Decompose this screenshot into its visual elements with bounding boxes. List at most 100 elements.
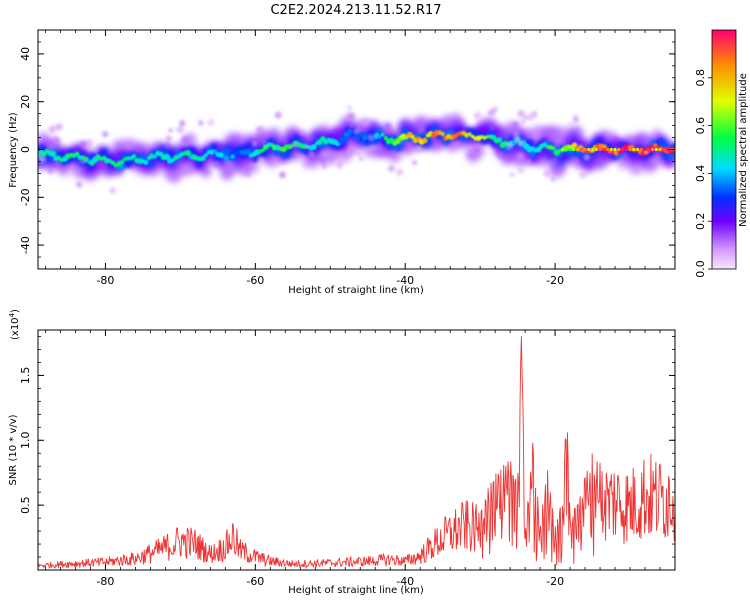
heatmap-speckle — [414, 145, 423, 153]
colorbar-label: Normalized spectral amplitude — [738, 73, 749, 227]
heatmap-speckle — [55, 123, 63, 131]
heatmap-speckle — [358, 156, 364, 162]
heatmap-speckle — [583, 153, 591, 161]
heatmap-speckle — [256, 126, 264, 134]
heatmap-speckle — [412, 160, 418, 166]
heatmap-speckle — [214, 161, 220, 167]
spectrogram-y-axis: -40 -20 0 20 40 — [19, 29, 675, 270]
heatmap-speckle — [165, 135, 172, 142]
heatmap-cell — [557, 148, 562, 153]
colorbar-tick-label: 0.4 — [694, 165, 707, 183]
heatmap-speckle — [319, 156, 327, 165]
heatmap-speckle — [181, 136, 190, 144]
heatmap-cell — [668, 153, 675, 161]
heatmap-speckle — [362, 118, 370, 127]
spectrogram-heatmap — [38, 105, 675, 194]
heatmap-speckle — [517, 153, 524, 160]
heatmap-speckle — [356, 151, 361, 156]
y-tick-label: 20 — [19, 95, 32, 109]
heatmap-cell — [143, 160, 149, 165]
colorbar: 0.0 0.2 0.4 0.6 0.8 Normalized spectral ampl… — [694, 29, 749, 278]
heatmap-cell — [356, 133, 361, 138]
snr-x-axis: -80 -60 -40 -20 — [45, 330, 676, 588]
heatmap-cell — [594, 147, 598, 152]
heatmap-tone-core — [561, 147, 675, 152]
heatmap-cell — [497, 137, 502, 143]
heatmap-cell — [74, 151, 80, 157]
colorbar-ticks: 0.0 0.2 0.4 0.6 0.8 — [694, 69, 712, 278]
heatmap-cell — [147, 159, 154, 167]
heatmap-speckle — [261, 141, 266, 145]
heatmap-speckle — [477, 120, 481, 124]
snr-y-axis: 0.5 1.0 1.5 — [19, 336, 675, 571]
heatmap-cell — [640, 155, 650, 165]
y-tick-label: -40 — [19, 236, 32, 254]
x-tick-label: -80 — [96, 575, 114, 588]
heatmap-speckle — [257, 156, 264, 163]
heatmap-speckle — [384, 123, 392, 130]
heatmap-cell — [591, 147, 595, 152]
heatmap-speckle — [473, 111, 482, 120]
heatmap-speckle — [556, 137, 560, 141]
heatmap-speckle — [349, 123, 353, 128]
heatmap-speckle — [198, 120, 204, 126]
heatmap-speckle — [474, 147, 481, 153]
heatmap-speckle — [93, 148, 99, 154]
heatmap-cell — [653, 143, 658, 148]
heatmap-speckle — [526, 113, 535, 122]
heatmap-speckle — [310, 153, 317, 160]
heatmap-cell — [195, 159, 204, 168]
heatmap-speckle — [517, 110, 525, 118]
heatmap-speckle — [79, 140, 88, 148]
heatmap-speckle — [487, 109, 495, 116]
heatmap-speckle — [489, 125, 495, 131]
heatmap-cell — [632, 147, 636, 152]
heatmap-speckle — [518, 140, 525, 146]
heatmap-speckle — [48, 125, 56, 134]
heatmap-cell — [658, 147, 662, 152]
heatmap-cell — [247, 160, 260, 173]
heatmap-speckle — [543, 169, 551, 178]
heatmap-cell — [200, 165, 212, 178]
snr-frame — [37, 329, 676, 571]
y-tick-label: 0 — [19, 146, 32, 153]
heatmap-speckle — [52, 136, 61, 145]
snr-scale-note: (x104) — [8, 309, 21, 340]
colorbar-tick-label: 0.6 — [694, 117, 707, 135]
heatmap-cell — [163, 153, 170, 160]
heatmap-cell — [647, 147, 651, 152]
heatmap-cell — [362, 135, 368, 141]
heatmap-cell — [341, 136, 347, 142]
heatmap-speckle — [347, 105, 352, 110]
heatmap-cell — [650, 147, 655, 152]
heatmap-speckle — [322, 164, 327, 169]
heatmap-cell — [260, 148, 265, 153]
spectrogram-x-axis-label: Height of straight line (km) — [288, 285, 424, 296]
heatmap-speckle — [523, 115, 528, 120]
heatmap-speckle — [520, 119, 526, 124]
heatmap-cell — [375, 127, 383, 135]
heatmap-speckle — [164, 142, 171, 149]
heatmap-cell — [482, 135, 487, 140]
heatmap-speckle — [168, 128, 173, 133]
heatmap-speckle — [207, 119, 215, 126]
spectrogram-panel: -80 -60 -40 -20 -40 -20 0 20 40 Height of strai… — [8, 29, 676, 296]
heatmap-cell — [617, 147, 621, 152]
colorbar-gradient — [711, 29, 737, 270]
heatmap-cell — [388, 149, 402, 163]
heatmap-speckle — [512, 130, 520, 138]
heatmap-cell — [568, 147, 572, 152]
heatmap-cell — [583, 147, 587, 152]
heatmap-speckle — [572, 114, 579, 122]
figure-title: C2E2.2024.213.11.52.R17 — [270, 3, 441, 18]
x-tick-label: -80 — [96, 274, 114, 287]
heatmap-speckle — [241, 167, 247, 173]
heatmap-speckle — [553, 158, 557, 162]
heatmap-speckle — [48, 142, 56, 151]
heatmap-speckle — [579, 170, 587, 179]
colorbar-tick-label: 0.0 — [694, 260, 707, 278]
heatmap-speckle — [299, 131, 305, 136]
heatmap-speckle — [568, 121, 572, 126]
heatmap-speckle — [497, 152, 504, 159]
